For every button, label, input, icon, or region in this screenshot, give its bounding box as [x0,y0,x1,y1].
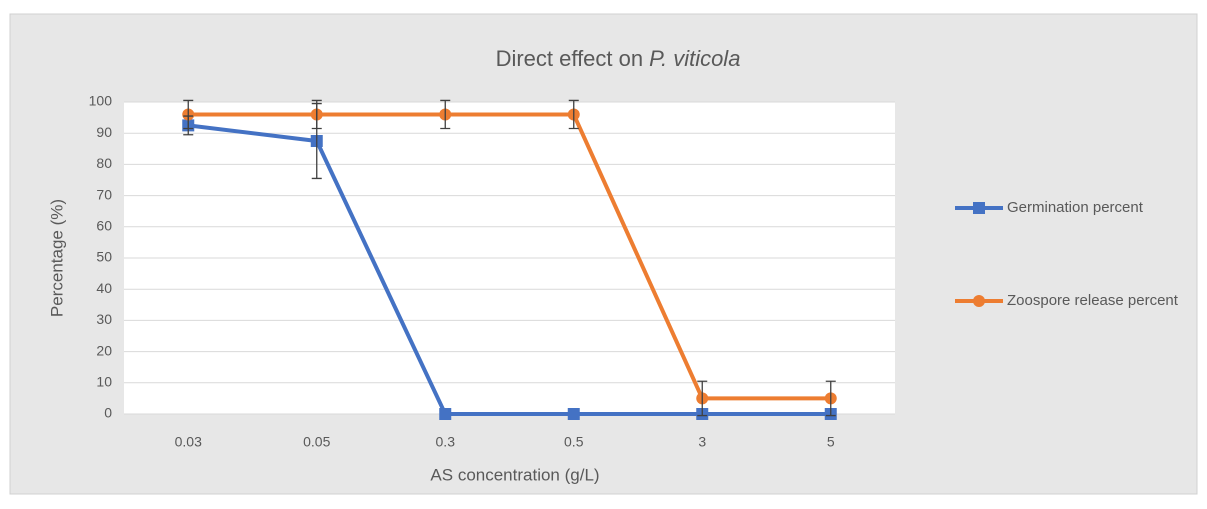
legend-marker [973,295,985,307]
x-tick-label: 3 [698,434,706,450]
x-axis-title: AS concentration (g/L) [430,465,599,484]
marker [567,408,580,420]
x-tick-label: 0.3 [436,434,456,450]
y-tick-label: 10 [96,374,112,390]
x-tick-label: 5 [827,434,835,450]
y-tick-label: 70 [96,186,112,202]
y-tick-label: 40 [96,280,112,296]
error-bar [825,380,836,417]
legend-label: Germination percent [1007,199,1143,216]
y-tick-label: 0 [104,405,112,421]
error-bar [440,99,451,130]
y-tick-label: 30 [96,311,112,327]
title-italic: P. viticola [649,46,740,71]
legend-entry: Germination percent [1007,199,1143,216]
legend-marker [973,202,985,214]
error-bar [183,99,194,130]
chart-title: Direct effect on P. viticola [496,46,741,71]
error-bar [568,99,579,130]
y-tick-label: 100 [89,93,113,109]
legend-entry: Zoospore release percent [1007,292,1178,309]
error-bar [697,380,708,417]
legend-label: Zoospore release percent [1007,292,1178,309]
error-bar [311,99,322,130]
x-tick-label: 0.03 [175,434,202,450]
y-tick-label: 50 [96,249,112,265]
y-axis-title: Percentage (%) [47,199,66,317]
x-tick-label: 0.5 [564,434,584,450]
series-line [188,123,831,416]
y-tick-label: 90 [96,124,112,140]
y-tick-label: 60 [96,218,112,234]
x-tick-label: 0.05 [303,434,330,450]
marker [439,408,452,420]
series-line [188,112,831,401]
y-tick-label: 20 [96,342,112,358]
y-tick-label: 80 [96,155,112,171]
title-text: Direct effect on [496,46,644,71]
